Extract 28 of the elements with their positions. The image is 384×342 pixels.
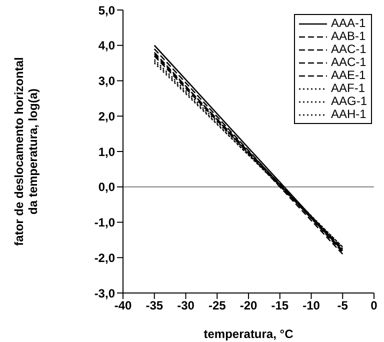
y-tick-label: 2,0 <box>98 109 116 124</box>
legend-label: AAC-1 <box>330 42 366 56</box>
x-tick-label: -15 <box>271 298 289 313</box>
y-tick-label: 5,0 <box>98 3 116 18</box>
y-axis-title: fator de deslocamento horizontal da temperatura, log(a) <box>12 57 40 246</box>
legend-label: AAA-1 <box>330 16 366 30</box>
legend-label: AAF-1 <box>330 81 365 95</box>
y-tick-label: 4,0 <box>98 38 116 53</box>
x-tick-label: 0 <box>370 298 378 313</box>
x-tick-label: -25 <box>208 298 226 313</box>
y-tick-label: -3,0 <box>94 286 116 300</box>
x-tick-label: -30 <box>177 298 195 313</box>
x-axis-title: temperatura, °C <box>204 327 294 341</box>
x-tick-label: -40 <box>114 298 132 313</box>
x-tick-label: -35 <box>146 298 164 313</box>
x-tick-label: -20 <box>240 298 258 313</box>
y-tick-label: 1,0 <box>98 144 116 159</box>
legend-label: AAC-1 <box>330 55 366 69</box>
y-tick-label: -2,0 <box>94 250 116 265</box>
legend-label: AAE-1 <box>330 68 366 82</box>
y-tick-label: 3,0 <box>98 74 116 88</box>
y-tick-label: 0,0 <box>98 180 116 194</box>
y-tick-label: -1,0 <box>94 216 116 230</box>
x-tick-label: -5 <box>337 298 348 313</box>
legend-label: AAG-1 <box>330 94 367 108</box>
legend-label: AAB-1 <box>330 29 366 43</box>
legend-label: AAH-1 <box>330 107 366 121</box>
x-tick-label: -10 <box>302 298 320 313</box>
